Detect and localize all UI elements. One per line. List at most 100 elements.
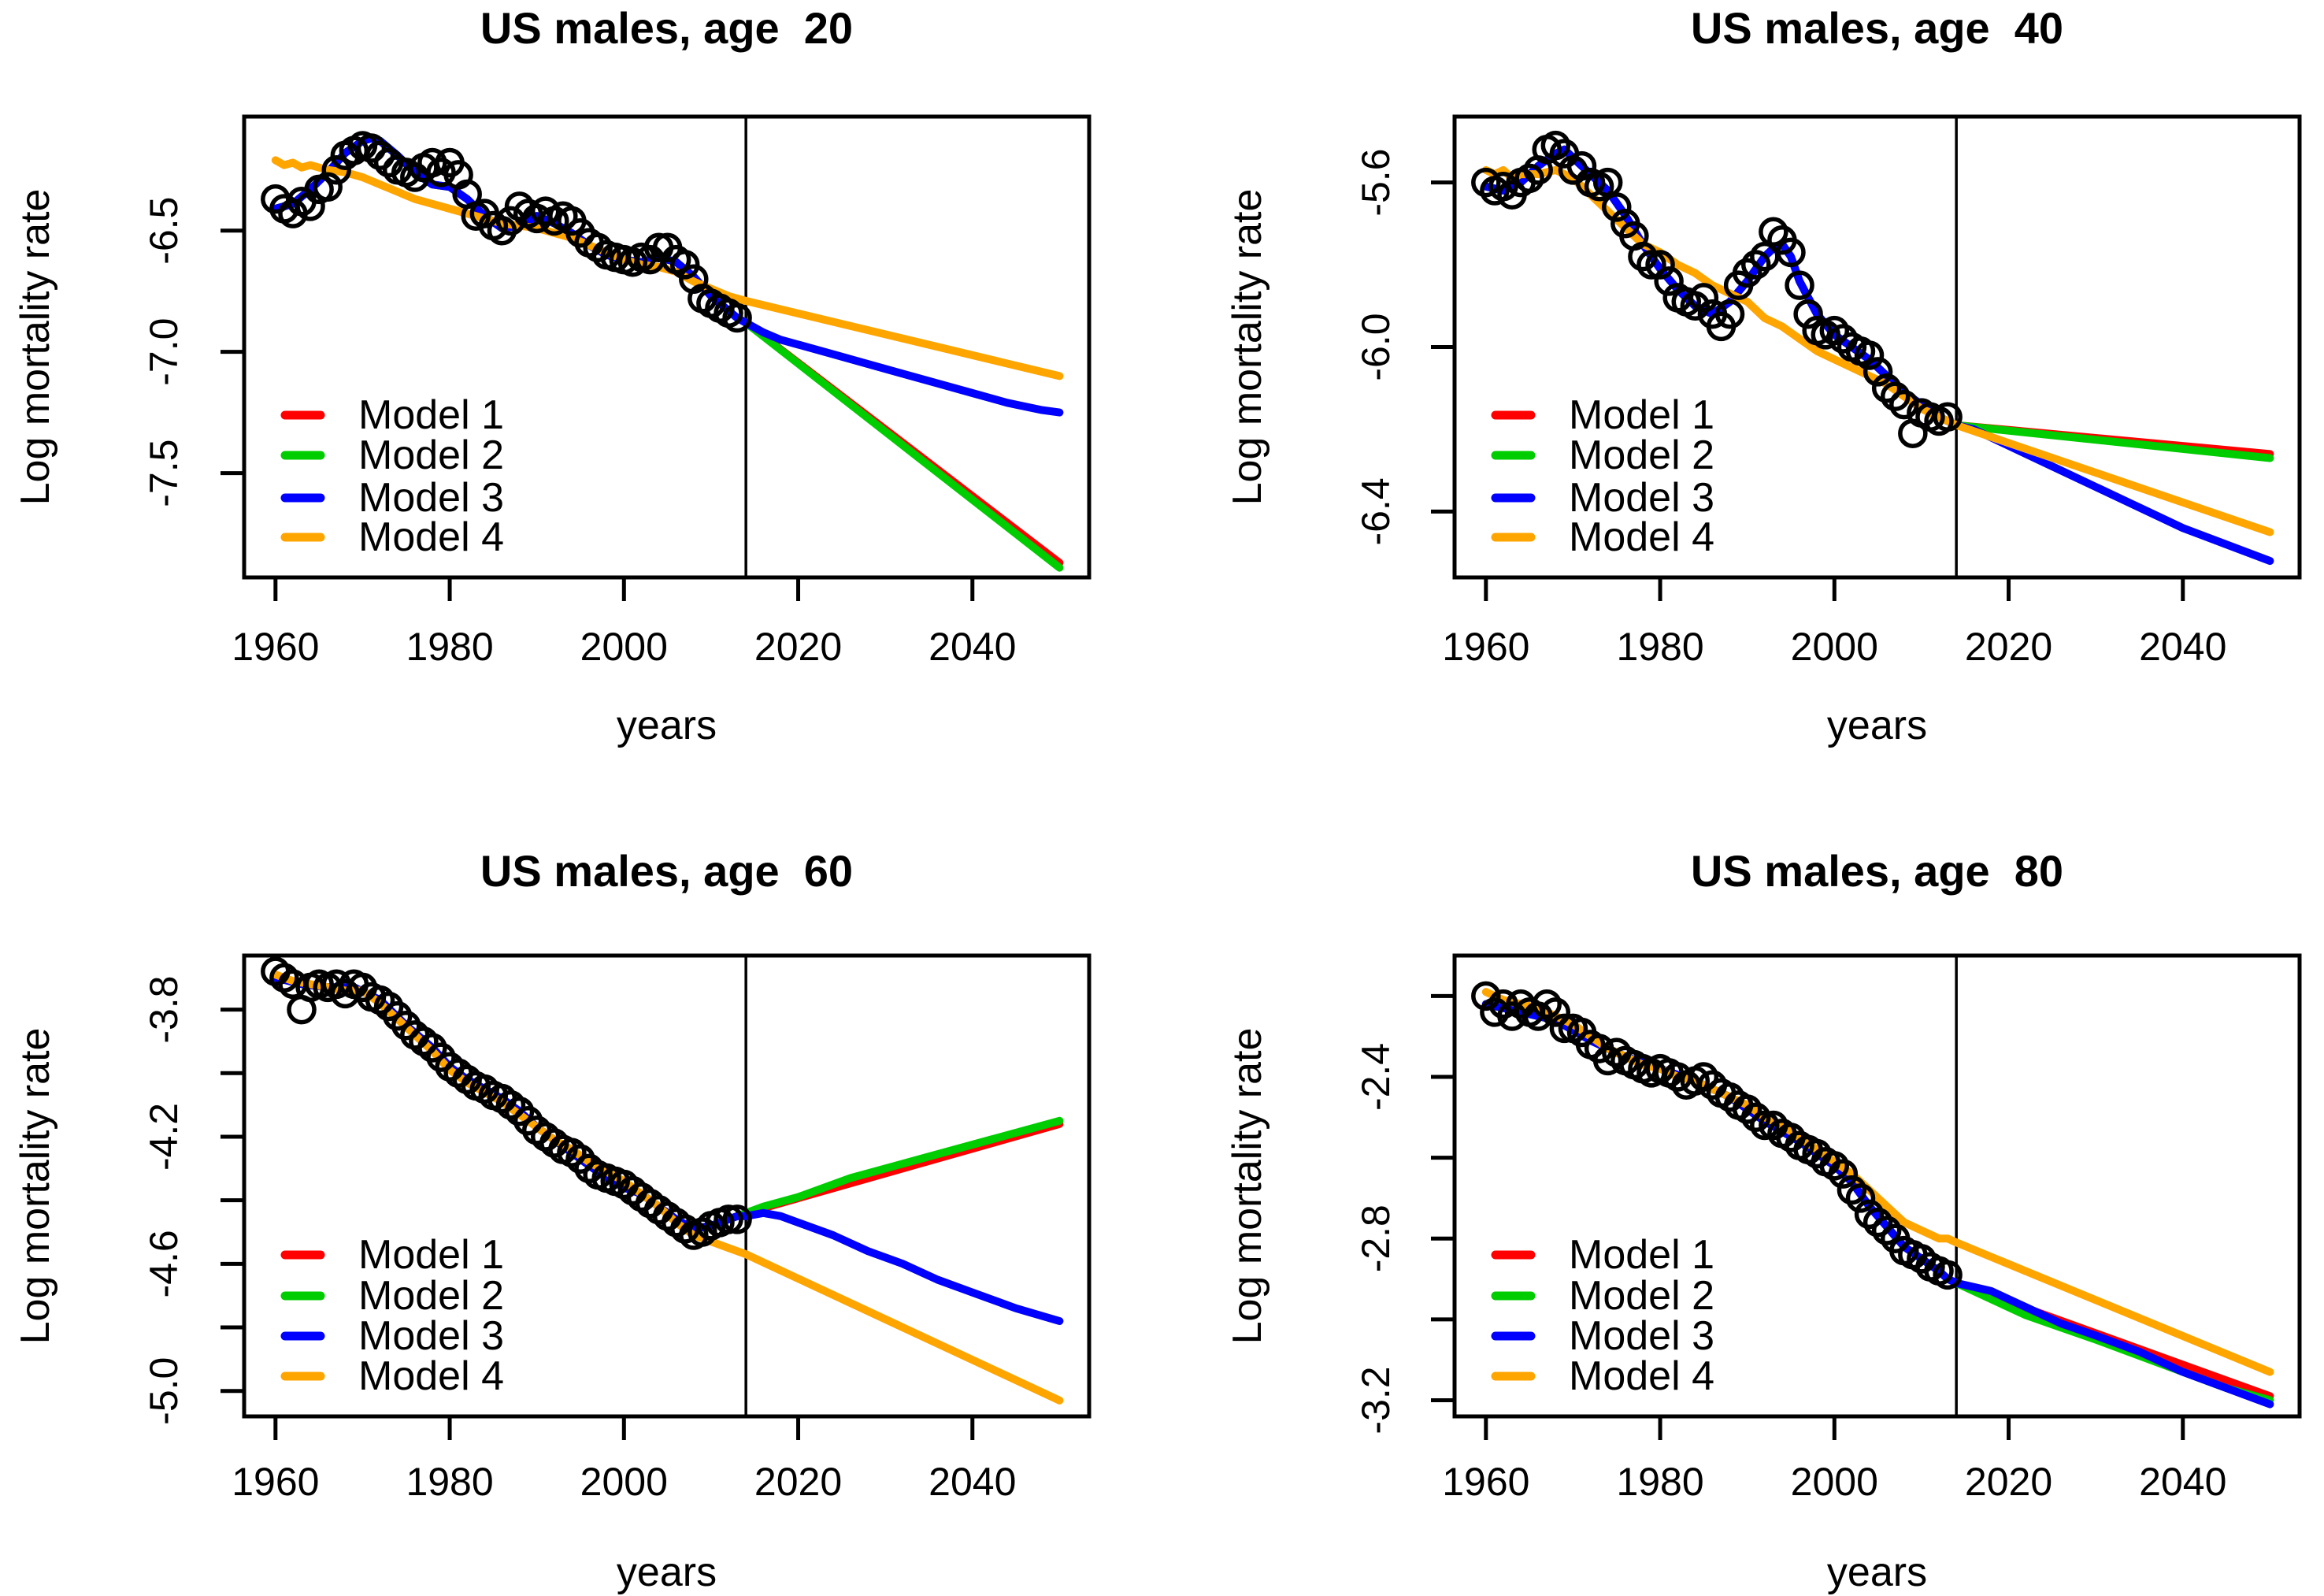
observed-point xyxy=(1480,997,1510,1027)
observed-point xyxy=(1933,402,1963,432)
y-tick-label: -5.0 xyxy=(142,1357,186,1425)
legend-label-model-1: Model 1 xyxy=(358,1232,504,1278)
observed-point xyxy=(1793,299,1823,329)
x-tick-label: 1960 xyxy=(1442,625,1529,669)
legend-label-model-3: Model 3 xyxy=(358,1313,504,1359)
observed-point xyxy=(365,140,395,171)
observed-point xyxy=(504,1096,535,1126)
observed-point xyxy=(391,1011,421,1041)
y-tick-label: -7.0 xyxy=(142,318,186,386)
chart-svg: 1960 1980 2000 2020 2040 -5.6 -6.0 -6.4 US males… xyxy=(1225,3,2302,748)
observed-point xyxy=(1688,283,1719,313)
chart-svg: 1960 1980 2000 2020 2040 -3.8 -4.2 -4.6 -5.0 US m… xyxy=(13,846,1092,1595)
observed-point xyxy=(1750,1110,1780,1141)
observed-point xyxy=(417,1033,447,1063)
y-tick-label: -2.4 xyxy=(1354,1043,1398,1111)
x-tick-label: 2040 xyxy=(2139,625,2226,669)
legend-label-model-2: Model 2 xyxy=(1569,1273,1714,1319)
x-tick-label: 2000 xyxy=(1791,1460,1878,1504)
observed-point xyxy=(1636,250,1666,280)
x-tick-label: 2040 xyxy=(2139,1460,2226,1504)
observed-point xyxy=(1819,1151,1850,1181)
x-axis: 1960 1980 2000 2020 2040 xyxy=(232,577,1016,669)
x-axis-label: years xyxy=(617,703,717,748)
observed-point xyxy=(1889,389,1919,420)
observed-point xyxy=(1628,241,1658,272)
legend-label-model-2: Model 2 xyxy=(358,432,504,478)
panel-us-males-age-80: 1960 1980 2000 2020 2040 -2.4 -2.8 -3.2 US males… xyxy=(1162,798,2324,1596)
panel-title: US males, age 20 xyxy=(480,3,853,53)
observed-point xyxy=(565,1144,595,1174)
observed-point xyxy=(313,172,343,202)
legend-label-model-1: Model 1 xyxy=(1569,392,1714,438)
legend-label-model-4: Model 4 xyxy=(358,1353,504,1399)
panel-us-males-age-40: 1960 1980 2000 2020 2040 -5.6 -6.0 -6.4 US males… xyxy=(1162,0,2324,798)
observed-point xyxy=(1759,217,1788,247)
observed-point xyxy=(417,147,447,178)
observed-points xyxy=(1471,981,1963,1290)
observed-point xyxy=(565,218,595,248)
x-tick-label: 2040 xyxy=(928,1460,1016,1504)
y-tick-label: -3.2 xyxy=(1354,1366,1398,1434)
y-tick-label: -7.5 xyxy=(142,440,186,507)
observed-point xyxy=(1602,192,1632,222)
y-tick-label: -4.6 xyxy=(142,1230,186,1297)
observed-point xyxy=(487,215,517,246)
observed-point xyxy=(1471,981,1501,1011)
observed-point xyxy=(1540,997,1571,1027)
y-tick-label: -5.6 xyxy=(1354,148,1398,216)
observed-point xyxy=(1714,299,1745,329)
legend-label-model-4: Model 4 xyxy=(358,514,504,560)
x-tick-label: 2020 xyxy=(1965,1460,2052,1504)
observed-point xyxy=(1863,1207,1893,1238)
x-tick-label: 2020 xyxy=(1965,625,2052,669)
x-axis: 1960 1980 2000 2020 2040 xyxy=(1442,1416,2226,1504)
x-axis: 1960 1980 2000 2020 2040 xyxy=(1442,577,2226,669)
y-axis-label: Log mortality rate xyxy=(1225,189,1270,506)
observed-point xyxy=(1837,1175,1867,1205)
observed-point xyxy=(1471,167,1501,198)
legend-label-model-2: Model 2 xyxy=(1569,432,1714,478)
observed-point xyxy=(1680,291,1711,321)
observed-point xyxy=(1776,237,1806,268)
x-axis-label: years xyxy=(1827,703,1927,748)
observed-point xyxy=(1592,167,1623,198)
observed-point xyxy=(1532,989,1562,1019)
observed-point xyxy=(1654,266,1684,296)
observed-point xyxy=(1828,1159,1859,1189)
observed-point xyxy=(1863,357,1893,387)
x-tick-label: 2000 xyxy=(1791,625,1878,669)
legend-label-model-3: Model 3 xyxy=(1569,475,1714,521)
observed-points xyxy=(261,131,752,333)
x-tick-label: 1980 xyxy=(406,1460,493,1504)
observed-point xyxy=(382,1000,413,1031)
observed-point xyxy=(1688,1062,1719,1092)
y-tick-label: -3.8 xyxy=(142,976,186,1044)
observed-point xyxy=(426,1042,456,1072)
x-axis: 1960 1980 2000 2020 2040 xyxy=(232,1416,1016,1504)
observed-point xyxy=(1514,163,1544,194)
model-4-line xyxy=(1481,165,2274,536)
legend-label-model-1: Model 1 xyxy=(1569,1232,1714,1278)
observed-point xyxy=(1540,130,1571,161)
y-axis: -3.8 -4.2 -4.6 -5.0 xyxy=(142,976,244,1425)
observed-point xyxy=(1732,1094,1762,1124)
observed-point xyxy=(722,1204,752,1234)
x-tick-label: 1980 xyxy=(406,625,493,669)
observed-point xyxy=(513,1106,543,1136)
y-tick-label: -6.5 xyxy=(142,197,186,265)
plot-frame xyxy=(242,953,1092,1419)
y-tick-label: -2.8 xyxy=(1354,1204,1398,1272)
observed-point xyxy=(1732,258,1762,288)
y-tick-label: -6.4 xyxy=(1354,477,1398,545)
observed-point xyxy=(1871,1216,1902,1245)
x-tick-label: 2020 xyxy=(754,625,842,669)
observed-point xyxy=(295,191,325,221)
legend-label-model-3: Model 3 xyxy=(1569,1313,1714,1359)
observed-point xyxy=(321,154,352,185)
